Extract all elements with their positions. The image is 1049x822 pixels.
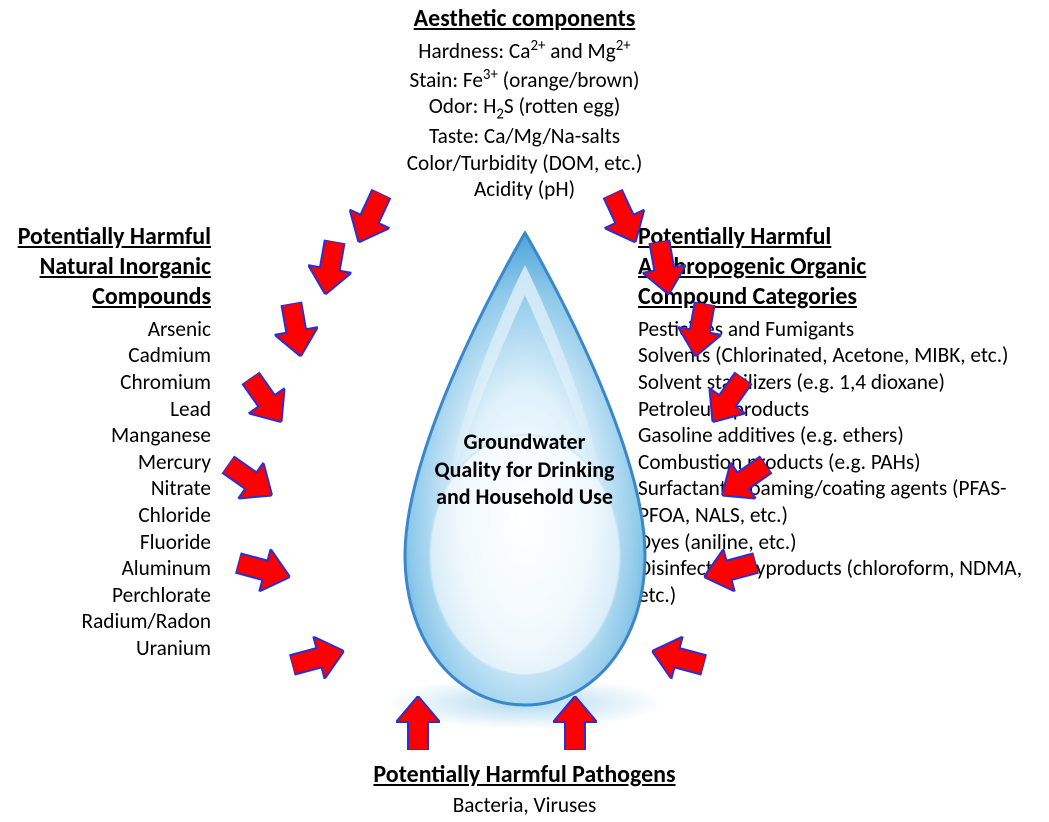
pathogens-block: Potentially Harmful Pathogens Bacteria, … (373, 760, 675, 819)
aesthetic-item: Hardness: Ca2+ and Mg2+ (407, 36, 643, 65)
center-line-1: Groundwater (395, 428, 655, 456)
aesthetic-item: Odor: H2S (rotten egg) (407, 93, 643, 123)
inorganic-item: Aluminum (0, 555, 211, 582)
inorganic-item: Mercury (0, 449, 211, 476)
inorganic-item: Uranium (0, 635, 211, 662)
inorganic-item: Nitrate (0, 475, 211, 502)
inward-arrow-icon (396, 696, 440, 750)
center-line-2: Quality for Drinking (395, 456, 655, 484)
center-label: Groundwater Quality for Drinking and Hou… (395, 428, 655, 511)
inorganic-item: Radium/Radon (0, 608, 211, 635)
aesthetic-components-block: Aesthetic components Hardness: Ca2+ and … (407, 4, 643, 203)
inorganic-item: Chloride (0, 502, 211, 529)
aesthetic-heading: Aesthetic components (407, 4, 643, 34)
inward-arrow-icon (304, 238, 357, 299)
aesthetic-item: Stain: Fe3+ (orange/brown) (407, 65, 643, 94)
inward-arrow-icon (232, 542, 296, 598)
pathogens-heading: Potentially Harmful Pathogens (373, 760, 675, 790)
inorganic-item: Perchlorate (0, 582, 211, 609)
inorganic-item: Arsenic (0, 316, 211, 343)
aesthetic-item: Color/Turbidity (DOM, etc.) (407, 150, 643, 177)
center-line-3: and Household Use (395, 483, 655, 511)
inward-arrow-icon (674, 300, 727, 361)
pathogens-items: Bacteria, Viruses (373, 792, 675, 819)
inward-arrow-icon (270, 300, 323, 361)
inward-arrow-icon (215, 446, 284, 513)
inorganic-item: Manganese (0, 422, 211, 449)
inorganic-heading: Potentially HarmfulNatural InorganicComp… (0, 222, 211, 312)
inorganic-item: Chromium (0, 369, 211, 396)
pathogen-item: Bacteria, Viruses (373, 792, 675, 819)
inorganic-items: ArsenicCadmiumChromiumLeadManganeseMercu… (0, 316, 211, 662)
inward-arrow-icon (553, 696, 597, 750)
aesthetic-items: Hardness: Ca2+ and Mg2+Stain: Fe3+ (oran… (407, 36, 643, 203)
inorganic-compounds-block: Potentially HarmfulNatural InorganicComp… (0, 222, 211, 661)
inorganic-item: Lead (0, 396, 211, 423)
inorganic-item: Fluoride (0, 529, 211, 556)
inward-arrow-icon (232, 365, 299, 434)
aesthetic-item: Taste: Ca/Mg/Na-salts (407, 123, 643, 150)
inorganic-item: Cadmium (0, 342, 211, 369)
infographic-canvas: Aesthetic components Hardness: Ca2+ and … (0, 0, 1049, 822)
inward-arrow-icon (638, 238, 691, 299)
